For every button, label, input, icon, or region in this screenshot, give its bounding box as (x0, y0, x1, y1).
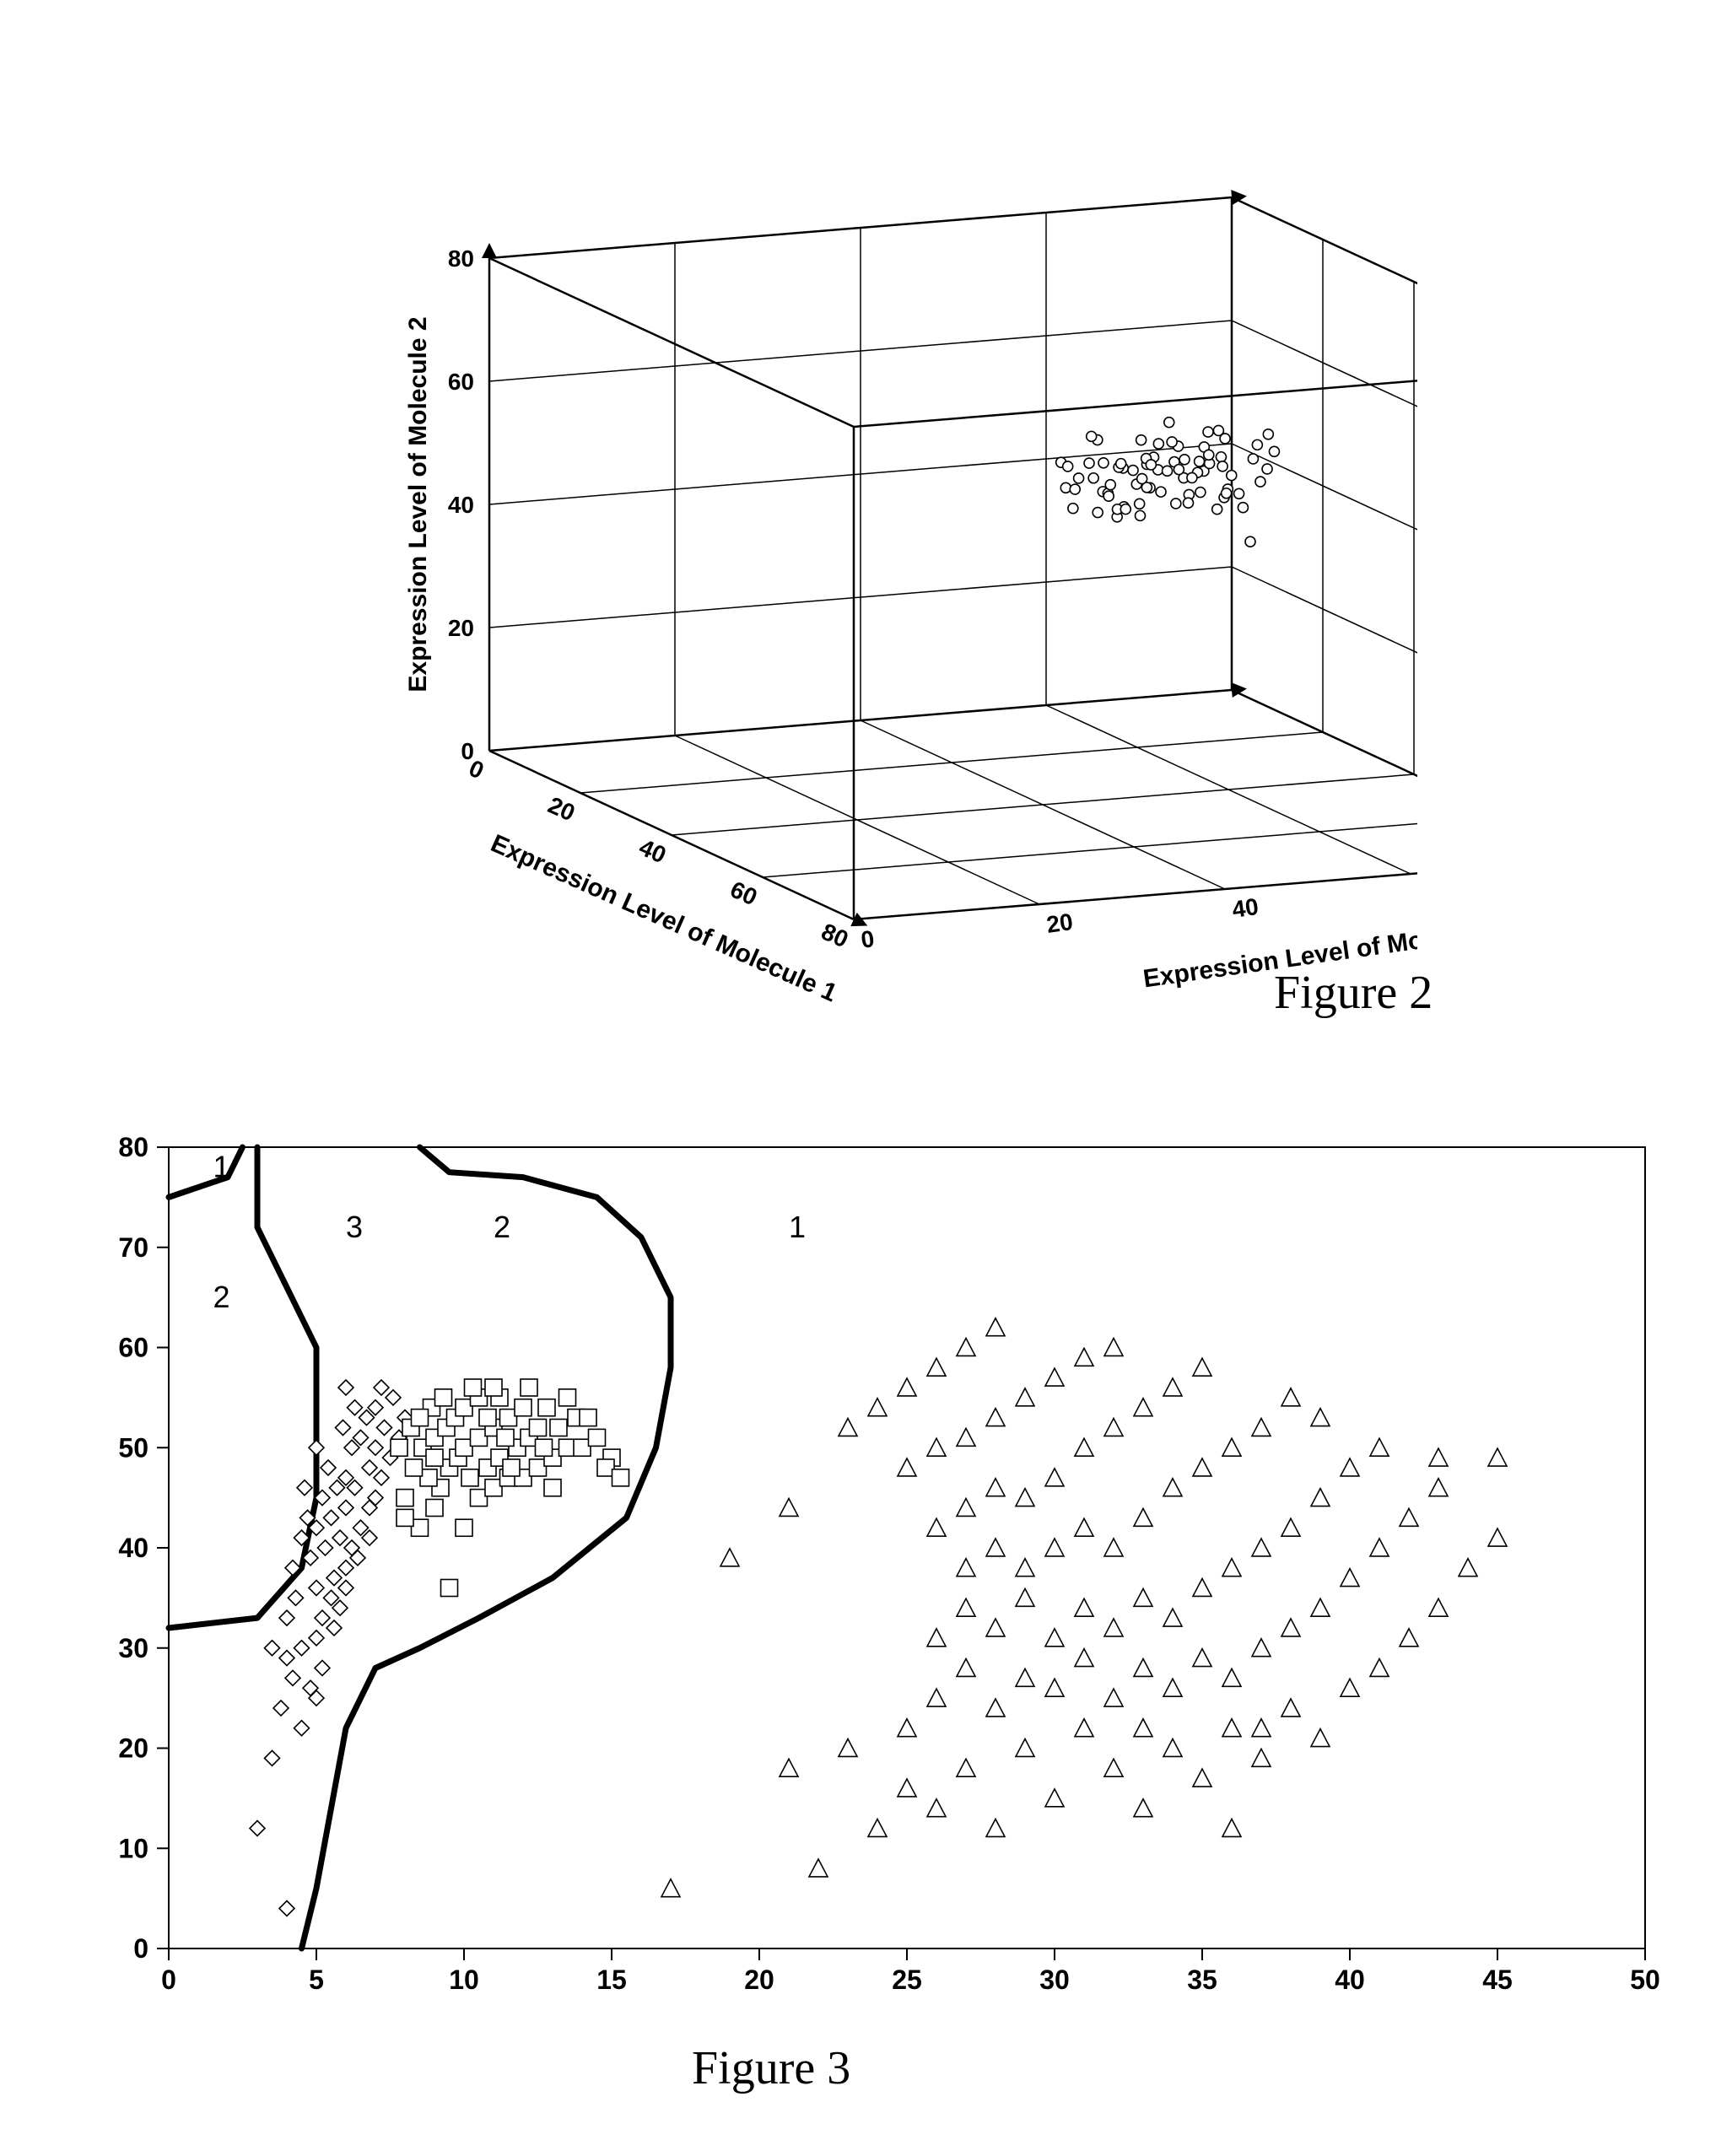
svg-text:15: 15 (596, 1965, 627, 1995)
svg-text:0: 0 (461, 738, 474, 764)
svg-text:10: 10 (449, 1965, 479, 1995)
svg-text:0: 0 (133, 1933, 148, 1964)
svg-text:45: 45 (1482, 1965, 1513, 1995)
svg-text:50: 50 (118, 1432, 148, 1463)
svg-text:60: 60 (1416, 878, 1417, 908)
svg-text:20: 20 (448, 615, 474, 641)
svg-text:20: 20 (744, 1965, 774, 1995)
svg-text:80: 80 (817, 918, 852, 952)
svg-text:10: 10 (118, 1833, 148, 1863)
svg-text:40: 40 (635, 833, 670, 868)
svg-text:0: 0 (860, 925, 877, 953)
svg-text:2: 2 (213, 1280, 230, 1314)
svg-text:1: 1 (213, 1150, 230, 1184)
svg-text:60: 60 (118, 1333, 148, 1363)
figure-2-3d-scatter: 020406080020406080020406080 Expression L… (278, 17, 1417, 1029)
svg-text:80: 80 (448, 245, 474, 272)
svg-text:40: 40 (1231, 893, 1260, 923)
svg-text:40: 40 (448, 492, 474, 518)
page: 020406080020406080020406080 Expression L… (0, 0, 1732, 2156)
svg-text:70: 70 (118, 1232, 148, 1263)
svg-text:60: 60 (448, 369, 474, 395)
svg-text:20: 20 (1045, 908, 1075, 938)
svg-text:50: 50 (1630, 1965, 1660, 1995)
svg-text:1: 1 (789, 1210, 806, 1244)
svg-text:80: 80 (118, 1132, 148, 1162)
svg-text:30: 30 (1039, 1965, 1070, 1995)
svg-text:3: 3 (346, 1210, 363, 1244)
svg-text:0: 0 (161, 1965, 176, 1995)
svg-text:40: 40 (118, 1533, 148, 1563)
svg-text:5: 5 (309, 1965, 324, 1995)
svg-text:2: 2 (494, 1210, 510, 1244)
svg-text:20: 20 (544, 791, 579, 826)
figure-3-caption: Figure 3 (692, 2041, 850, 2095)
svg-text:40: 40 (1335, 1965, 1365, 1995)
svg-text:30: 30 (118, 1633, 148, 1663)
svg-text:Expression Level of Molecule 2: Expression Level of Molecule 2 (404, 316, 432, 692)
svg-text:20: 20 (118, 1733, 148, 1764)
svg-text:60: 60 (726, 876, 761, 910)
svg-text:35: 35 (1187, 1965, 1217, 1995)
figure-3-2d-scatter: 0 5 10 15 20 25 30 35 40 45 50 0 10 20 30 40 50 60 70 80 1 2… (67, 1130, 1670, 2024)
svg-text:25: 25 (892, 1965, 922, 1995)
figure-2-caption: Figure 2 (1274, 966, 1433, 1020)
